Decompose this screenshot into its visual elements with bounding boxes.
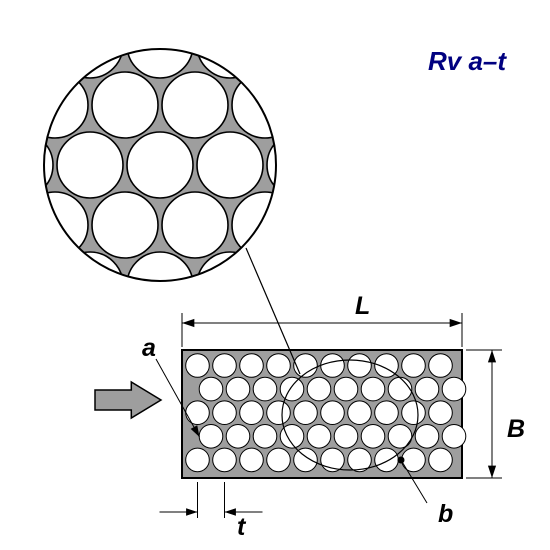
perforated-sheet <box>182 350 466 478</box>
mag-hole <box>57 132 123 198</box>
mag-hole <box>127 12 193 78</box>
mag-hole <box>92 72 158 138</box>
sheet-hole <box>388 377 412 401</box>
mag-hole <box>267 252 333 318</box>
dim-label-t: t <box>237 513 247 541</box>
mag-hole <box>0 312 18 378</box>
mag-hole <box>92 0 158 18</box>
sheet-hole <box>361 377 385 401</box>
sheet-hole <box>402 354 426 378</box>
mag-hole <box>92 192 158 258</box>
mag-hole <box>372 72 438 138</box>
sheet-hole <box>213 448 237 472</box>
mag-hole <box>302 72 368 138</box>
mag-hole <box>302 192 368 258</box>
sheet-hole <box>375 448 399 472</box>
sheet-hole <box>280 377 304 401</box>
mag-hole <box>267 12 333 78</box>
sheet-hole <box>429 354 453 378</box>
mag-hole <box>302 0 368 18</box>
dim-label-B: B <box>507 415 525 443</box>
sheet-hole <box>321 401 345 425</box>
mag-hole <box>372 192 438 258</box>
sheet-hole <box>294 401 318 425</box>
mag-hole <box>22 312 88 378</box>
sheet-hole <box>321 354 345 378</box>
sheet-hole <box>429 448 453 472</box>
sheet-hole <box>442 377 466 401</box>
sheet-hole <box>307 377 331 401</box>
sheet-hole <box>226 377 250 401</box>
callout-label-b: b <box>438 500 453 528</box>
mag-hole <box>162 192 228 258</box>
mag-hole <box>0 192 18 258</box>
mag-hole <box>0 12 53 78</box>
sheet-hole <box>267 354 291 378</box>
sheet-hole <box>415 425 439 449</box>
mag-hole <box>0 0 18 18</box>
sheet-hole <box>348 354 372 378</box>
sheet-hole <box>213 401 237 425</box>
sheet-hole <box>267 448 291 472</box>
callout-b-dot <box>398 457 405 464</box>
sheet-hole <box>186 401 210 425</box>
mag-hole <box>337 12 403 78</box>
sheet-hole <box>199 377 223 401</box>
callout-label-a: a <box>142 334 156 362</box>
mag-hole <box>162 72 228 138</box>
sheet-hole <box>375 401 399 425</box>
title-text: Rv a–t <box>428 46 507 76</box>
sheet-hole <box>348 401 372 425</box>
mag-hole <box>22 0 88 18</box>
mag-hole <box>372 0 438 18</box>
sheet-hole <box>334 377 358 401</box>
sheet-hole <box>199 425 223 449</box>
sheet-hole <box>402 448 426 472</box>
sheet-hole <box>253 425 277 449</box>
sheet-hole <box>240 354 264 378</box>
sheet-hole <box>429 401 453 425</box>
mag-hole <box>162 0 228 18</box>
mag-hole <box>57 252 123 318</box>
dim-label-L: L <box>355 292 370 320</box>
sheet-hole <box>186 448 210 472</box>
sheet-hole <box>402 401 426 425</box>
sheet-hole <box>186 354 210 378</box>
sheet-hole <box>334 425 358 449</box>
sheet-hole <box>253 377 277 401</box>
diagram-canvas: Rv a–t L Bt a b <box>0 0 550 550</box>
sheet-hole <box>240 448 264 472</box>
mag-hole <box>127 132 193 198</box>
mag-hole <box>197 132 263 198</box>
mag-hole <box>0 132 53 198</box>
sheet-hole <box>226 425 250 449</box>
sheet-hole <box>294 448 318 472</box>
mag-hole <box>127 252 193 318</box>
direction-arrow <box>95 382 161 418</box>
sheet-hole <box>267 401 291 425</box>
sheet-hole <box>307 425 331 449</box>
sheet-hole <box>415 377 439 401</box>
mag-hole <box>0 252 53 318</box>
mag-hole <box>57 12 123 78</box>
sheet-hole <box>240 401 264 425</box>
mag-hole <box>0 72 18 138</box>
mag-hole <box>197 12 263 78</box>
magnifier-view <box>0 0 438 378</box>
sheet-hole <box>442 425 466 449</box>
sheet-hole <box>213 354 237 378</box>
sheet-hole <box>361 425 385 449</box>
mag-hole <box>197 252 263 318</box>
mag-hole <box>232 0 298 18</box>
mag-hole <box>337 132 403 198</box>
